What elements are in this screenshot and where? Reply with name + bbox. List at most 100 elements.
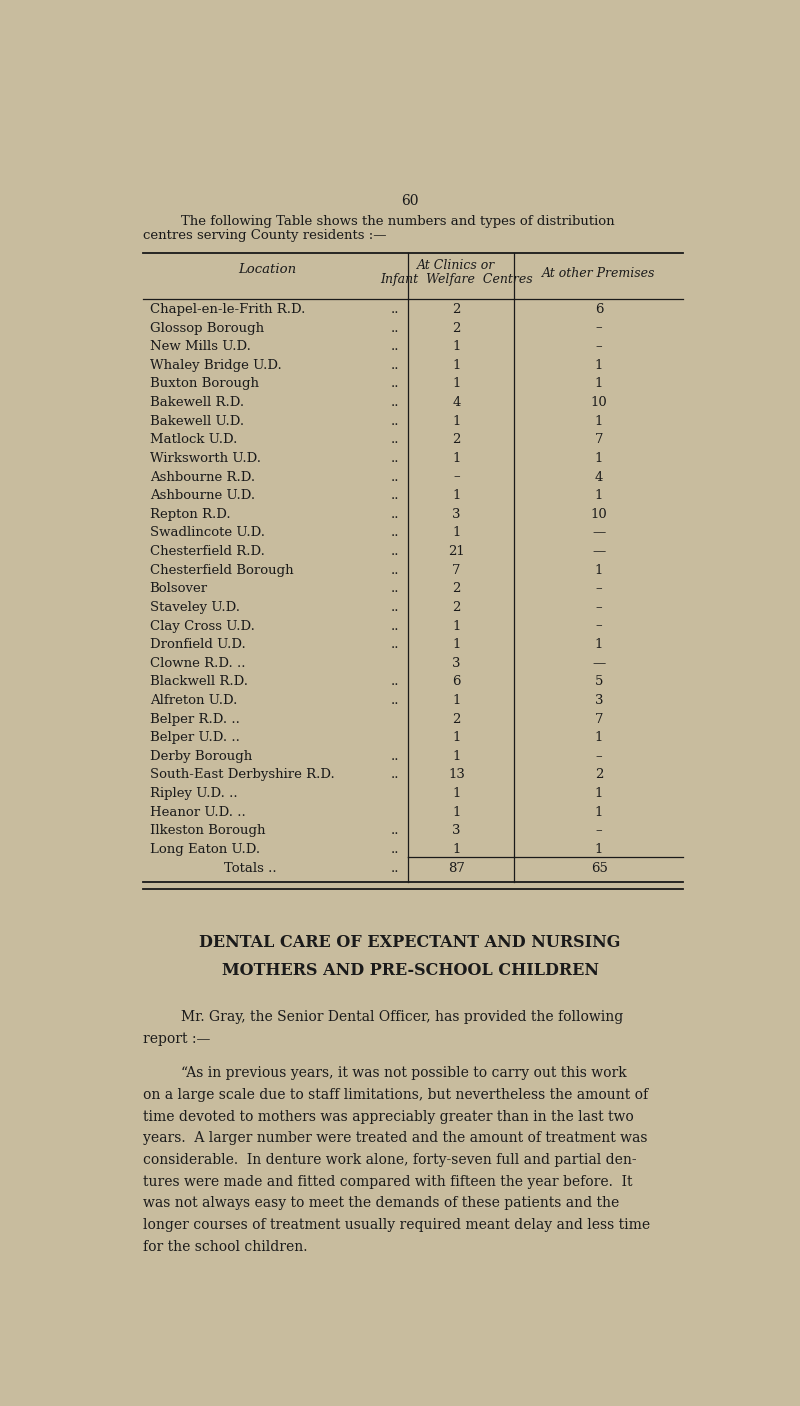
- Text: 2: 2: [452, 713, 461, 725]
- Text: Blackwell R.D.: Blackwell R.D.: [150, 675, 248, 689]
- Text: years.  A larger number were treated and the amount of treatment was: years. A larger number were treated and …: [143, 1132, 648, 1146]
- Text: longer courses of treatment usually required meant delay and less time: longer courses of treatment usually requ…: [143, 1218, 650, 1232]
- Text: 1: 1: [452, 526, 461, 540]
- Text: The following Table shows the numbers and types of distribution: The following Table shows the numbers an…: [181, 215, 614, 228]
- Text: ..: ..: [390, 377, 399, 391]
- Text: 1: 1: [595, 844, 603, 856]
- Text: 2: 2: [595, 769, 603, 782]
- Text: 1: 1: [452, 749, 461, 763]
- Text: 1: 1: [452, 415, 461, 427]
- Text: Totals ..: Totals ..: [224, 862, 277, 875]
- Text: Chesterfield R.D.: Chesterfield R.D.: [150, 546, 265, 558]
- Text: Ilkeston Borough: Ilkeston Borough: [150, 824, 265, 838]
- Text: —: —: [593, 526, 606, 540]
- Text: Chapel-en-le-Frith R.D.: Chapel-en-le-Frith R.D.: [150, 302, 305, 316]
- Text: considerable.  In denture work alone, forty-seven full and partial den-: considerable. In denture work alone, for…: [143, 1153, 637, 1167]
- Text: Belper U.D. ..: Belper U.D. ..: [150, 731, 239, 744]
- Text: –: –: [596, 600, 602, 614]
- Text: Alfreton U.D.: Alfreton U.D.: [150, 695, 237, 707]
- Text: tures were made and fitted compared with fifteen the year before.  It: tures were made and fitted compared with…: [143, 1174, 633, 1188]
- Text: –: –: [596, 620, 602, 633]
- Text: ..: ..: [390, 396, 399, 409]
- Text: 21: 21: [448, 546, 465, 558]
- Text: 1: 1: [595, 787, 603, 800]
- Text: ..: ..: [390, 862, 399, 875]
- Text: ..: ..: [390, 526, 399, 540]
- Text: 3: 3: [452, 824, 461, 838]
- Text: 13: 13: [448, 769, 465, 782]
- Text: Repton R.D.: Repton R.D.: [150, 508, 230, 520]
- Text: ..: ..: [390, 471, 399, 484]
- Text: on a large scale due to staff limitations, but nevertheless the amount of: on a large scale due to staff limitation…: [143, 1088, 649, 1102]
- Text: ..: ..: [390, 769, 399, 782]
- Text: ..: ..: [390, 582, 399, 595]
- Text: ..: ..: [390, 433, 399, 446]
- Text: Ripley U.D. ..: Ripley U.D. ..: [150, 787, 238, 800]
- Text: 2: 2: [452, 322, 461, 335]
- Text: report :—: report :—: [143, 1032, 210, 1046]
- Text: 2: 2: [452, 433, 461, 446]
- Text: ..: ..: [390, 508, 399, 520]
- Text: 1: 1: [595, 489, 603, 502]
- Text: ..: ..: [390, 451, 399, 465]
- Text: 65: 65: [590, 862, 607, 875]
- Text: for the school children.: for the school children.: [143, 1240, 308, 1254]
- Text: DENTAL CARE OF EXPECTANT AND NURSING: DENTAL CARE OF EXPECTANT AND NURSING: [199, 935, 621, 952]
- Text: 6: 6: [595, 302, 603, 316]
- Text: 2: 2: [452, 582, 461, 595]
- Text: Ashbourne U.D.: Ashbourne U.D.: [150, 489, 254, 502]
- Text: time devoted to mothers was appreciably greater than in the last two: time devoted to mothers was appreciably …: [143, 1109, 634, 1123]
- Text: 10: 10: [590, 508, 607, 520]
- Text: 1: 1: [452, 844, 461, 856]
- Text: 1: 1: [595, 638, 603, 651]
- Text: ..: ..: [390, 824, 399, 838]
- Text: 1: 1: [452, 377, 461, 391]
- Text: ..: ..: [390, 359, 399, 371]
- Text: was not always easy to meet the demands of these patients and the: was not always easy to meet the demands …: [143, 1197, 620, 1211]
- Text: 1: 1: [452, 451, 461, 465]
- Text: 6: 6: [452, 675, 461, 689]
- Text: Ashbourne R.D.: Ashbourne R.D.: [150, 471, 254, 484]
- Text: At other Premises: At other Premises: [542, 267, 656, 280]
- Text: 1: 1: [452, 489, 461, 502]
- Text: 7: 7: [595, 713, 603, 725]
- Text: 1: 1: [452, 620, 461, 633]
- Text: 3: 3: [595, 695, 603, 707]
- Text: 1: 1: [595, 731, 603, 744]
- Text: Derby Borough: Derby Borough: [150, 749, 252, 763]
- Text: 7: 7: [595, 433, 603, 446]
- Text: Glossop Borough: Glossop Borough: [150, 322, 264, 335]
- Text: ..: ..: [390, 302, 399, 316]
- Text: “As in previous years, it was not possible to carry out this work: “As in previous years, it was not possib…: [181, 1066, 626, 1080]
- Text: 10: 10: [590, 396, 607, 409]
- Text: At Clinics or: At Clinics or: [418, 259, 496, 271]
- Text: –: –: [596, 749, 602, 763]
- Text: New Mills U.D.: New Mills U.D.: [150, 340, 250, 353]
- Text: Staveley U.D.: Staveley U.D.: [150, 600, 240, 614]
- Text: –: –: [596, 582, 602, 595]
- Text: 1: 1: [595, 415, 603, 427]
- Text: 87: 87: [448, 862, 465, 875]
- Text: 2: 2: [452, 600, 461, 614]
- Text: Clay Cross U.D.: Clay Cross U.D.: [150, 620, 254, 633]
- Text: Swadlincote U.D.: Swadlincote U.D.: [150, 526, 265, 540]
- Text: 2: 2: [452, 302, 461, 316]
- Text: 1: 1: [595, 451, 603, 465]
- Text: ..: ..: [390, 638, 399, 651]
- Text: Long Eaton U.D.: Long Eaton U.D.: [150, 844, 260, 856]
- Text: 1: 1: [452, 787, 461, 800]
- Text: 1: 1: [595, 806, 603, 818]
- Text: –: –: [596, 824, 602, 838]
- Text: —: —: [593, 657, 606, 669]
- Text: 4: 4: [595, 471, 603, 484]
- Text: —: —: [593, 546, 606, 558]
- Text: ..: ..: [390, 749, 399, 763]
- Text: ..: ..: [390, 675, 399, 689]
- Text: ..: ..: [390, 564, 399, 576]
- Text: 60: 60: [402, 194, 418, 208]
- Text: Infant  Welfare  Centres: Infant Welfare Centres: [380, 273, 533, 285]
- Text: Belper R.D. ..: Belper R.D. ..: [150, 713, 239, 725]
- Text: Chesterfield Borough: Chesterfield Borough: [150, 564, 294, 576]
- Text: Bakewell R.D.: Bakewell R.D.: [150, 396, 244, 409]
- Text: Buxton Borough: Buxton Borough: [150, 377, 258, 391]
